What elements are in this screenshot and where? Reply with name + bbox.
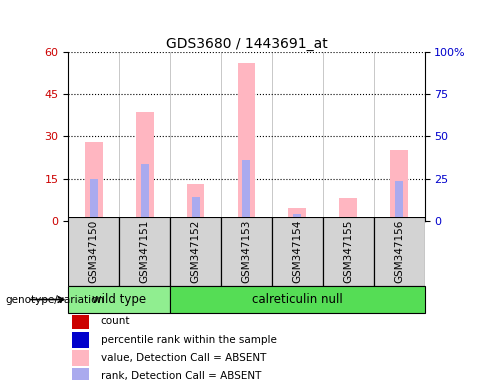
Bar: [72, 350, 89, 366]
Bar: [221, 217, 272, 286]
Text: GSM347152: GSM347152: [190, 220, 201, 283]
Text: count: count: [101, 316, 130, 326]
Bar: [293, 214, 301, 221]
Bar: [136, 113, 154, 221]
Bar: [72, 314, 89, 329]
Text: GSM347150: GSM347150: [89, 220, 99, 283]
Bar: [390, 151, 408, 221]
Text: GSM347154: GSM347154: [292, 220, 303, 283]
Bar: [186, 184, 204, 221]
Bar: [192, 197, 200, 221]
Bar: [170, 286, 425, 313]
Text: GSM347151: GSM347151: [140, 220, 150, 283]
Text: calreticulin null: calreticulin null: [252, 293, 343, 306]
Text: percentile rank within the sample: percentile rank within the sample: [101, 335, 277, 345]
Bar: [339, 198, 357, 221]
Text: rank, Detection Call = ABSENT: rank, Detection Call = ABSENT: [101, 371, 261, 381]
Bar: [272, 217, 323, 286]
Bar: [119, 217, 170, 286]
Text: GSM347153: GSM347153: [242, 220, 251, 283]
Title: GDS3680 / 1443691_at: GDS3680 / 1443691_at: [165, 37, 327, 51]
Bar: [68, 217, 119, 286]
Bar: [323, 217, 374, 286]
Text: wild type: wild type: [92, 293, 146, 306]
Bar: [90, 179, 98, 221]
Bar: [374, 217, 425, 286]
Bar: [141, 164, 149, 221]
Bar: [170, 217, 221, 286]
Bar: [68, 286, 170, 313]
Text: genotype/variation: genotype/variation: [5, 295, 104, 305]
Text: value, Detection Call = ABSENT: value, Detection Call = ABSENT: [101, 353, 266, 363]
Bar: [238, 63, 255, 221]
Bar: [72, 368, 89, 384]
Bar: [243, 160, 250, 221]
Bar: [85, 142, 102, 221]
Bar: [288, 208, 306, 221]
Text: GSM347156: GSM347156: [394, 220, 404, 283]
Bar: [72, 332, 89, 348]
Bar: [395, 181, 403, 221]
Text: GSM347155: GSM347155: [343, 220, 353, 283]
